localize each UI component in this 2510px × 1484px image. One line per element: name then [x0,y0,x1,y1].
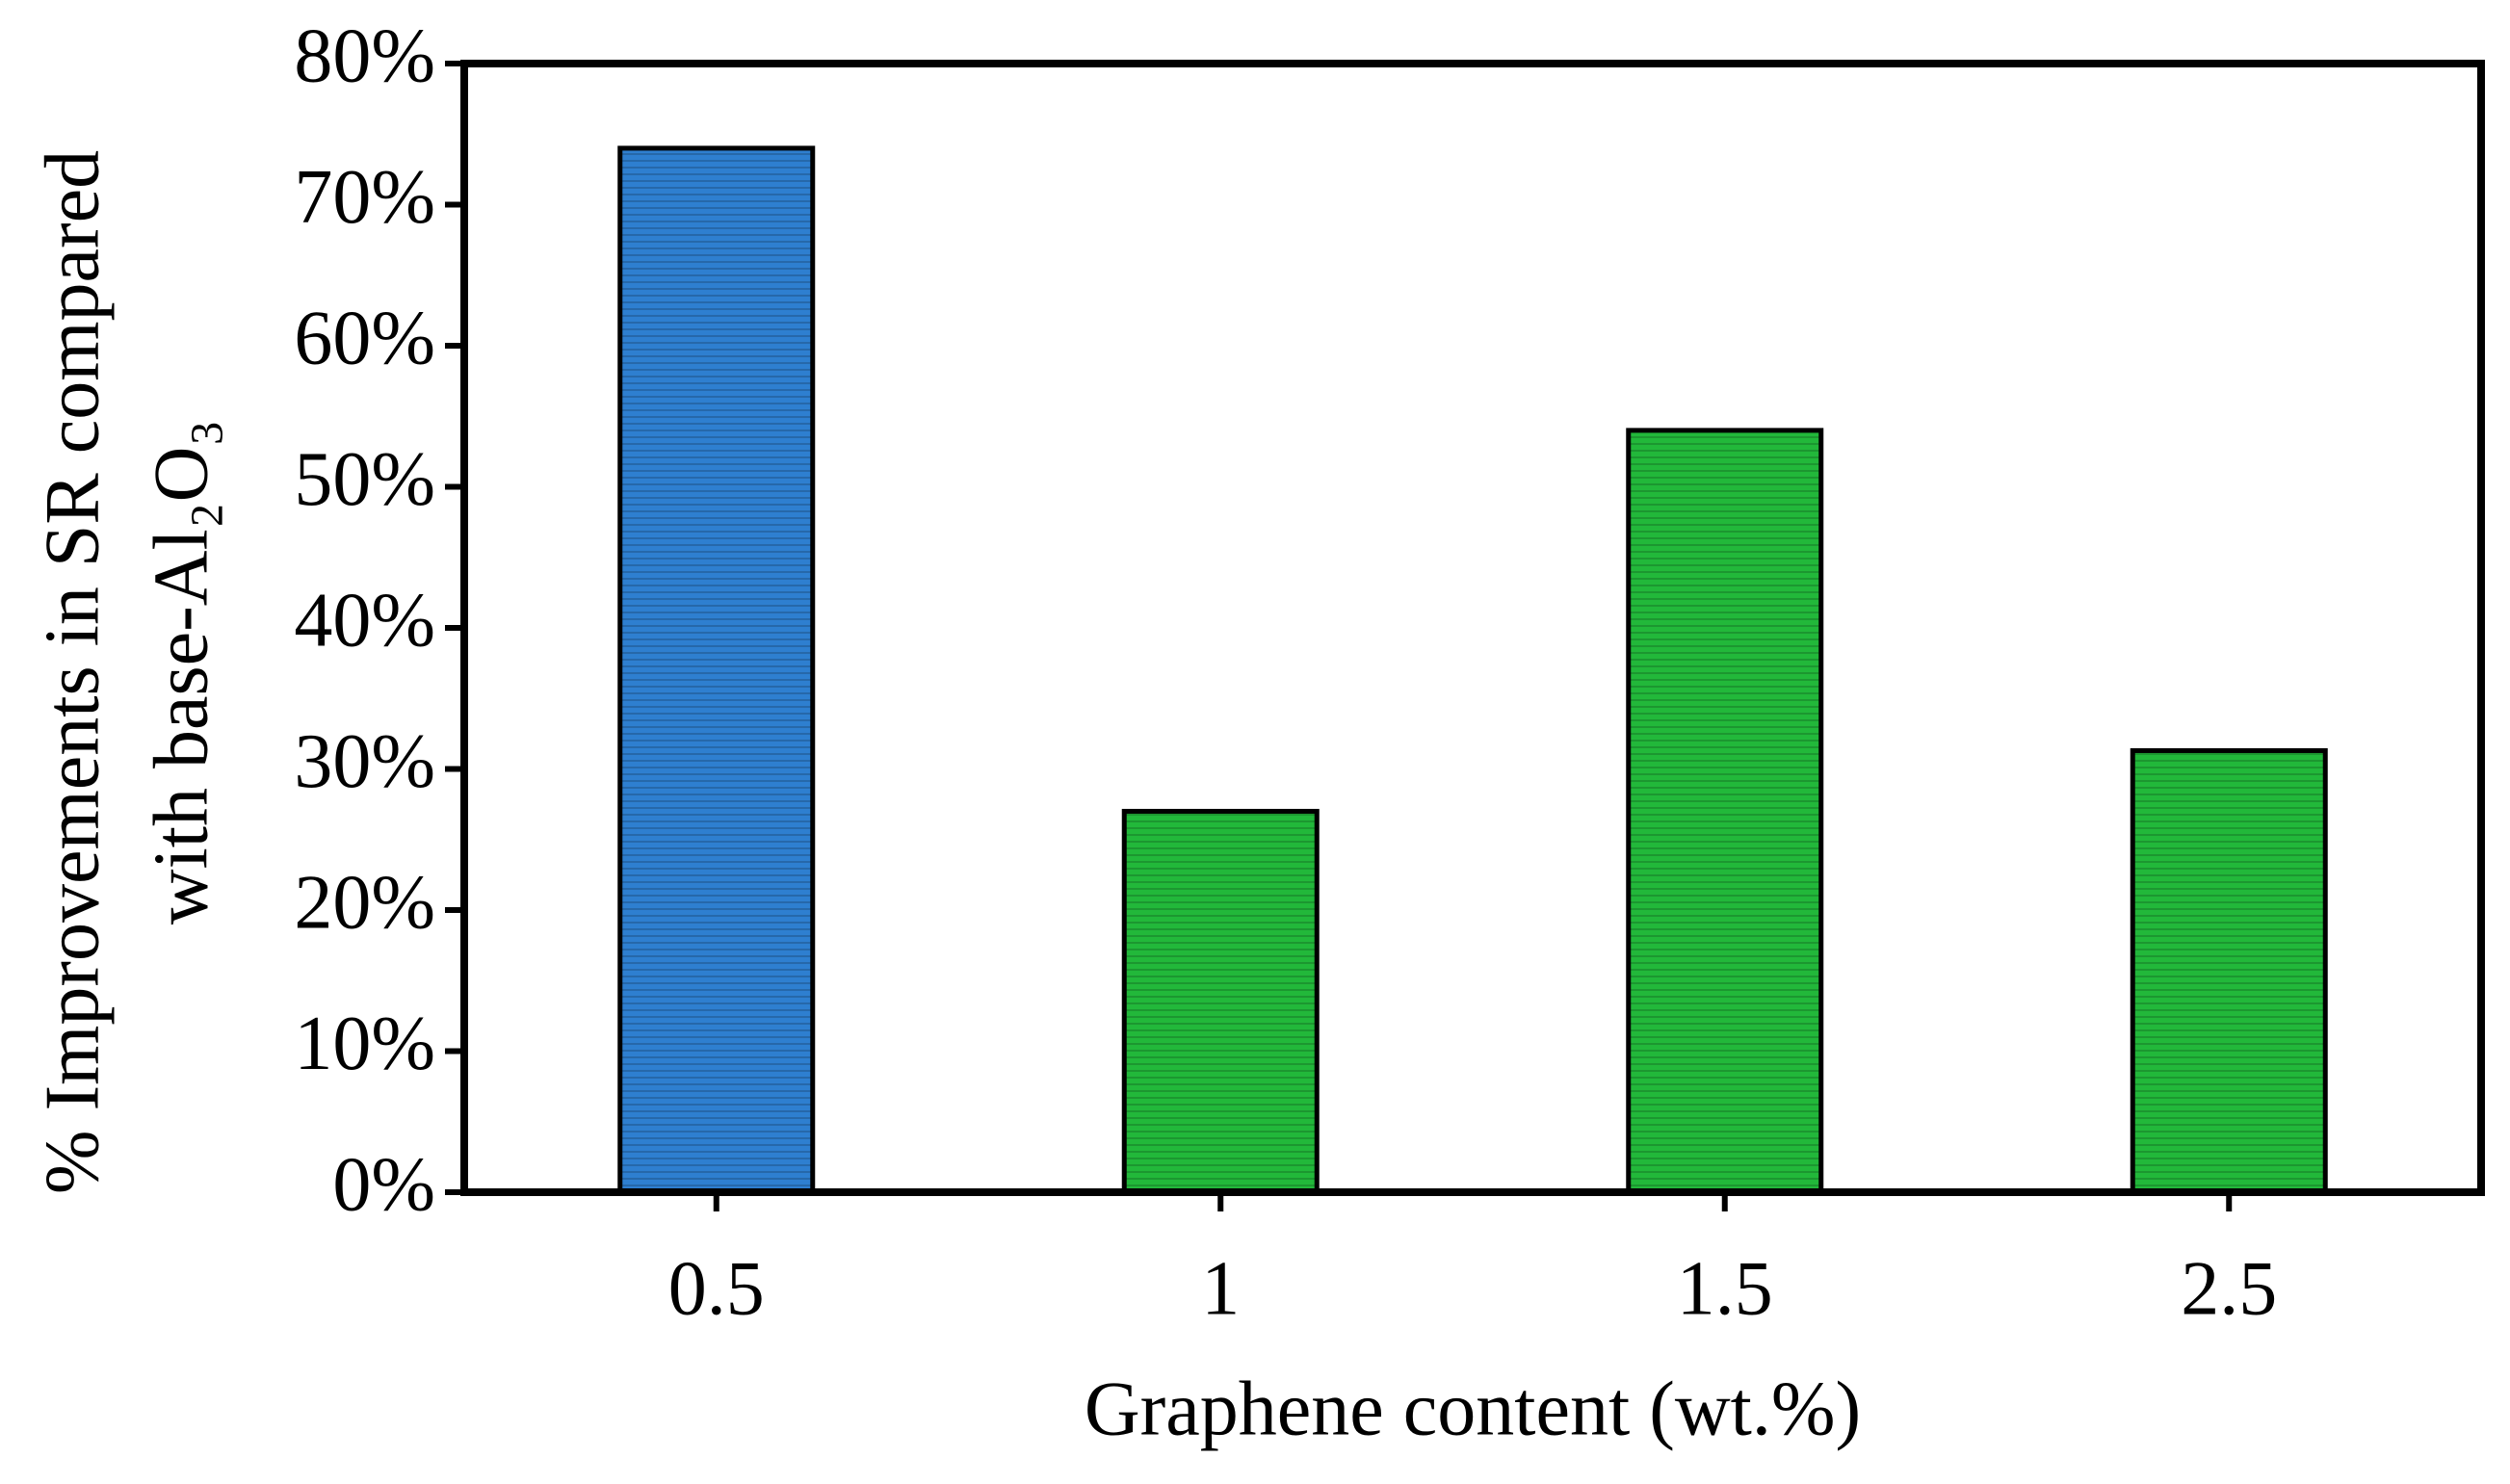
y-tick-label: 70% [294,155,435,240]
y-tick-label: 0% [332,1142,435,1227]
y-tick-label: 60% [294,296,435,380]
y-tick-label: 20% [294,860,435,945]
x-tick-label: 0.5 [668,1246,765,1331]
x-axis-label: Graphene content (wt.%) [1085,1367,1861,1451]
x-tick-label: 2.5 [2181,1246,2277,1331]
y-tick-label: 30% [294,719,435,804]
y-tick-label: 40% [294,578,435,663]
y-tick-label: 80% [294,13,435,98]
bar-texture [1628,430,1821,1192]
bar-texture [2132,750,2326,1192]
y-tick-label: 50% [294,437,435,522]
y-axis-label: with base-Al₂O₃ [139,420,223,925]
y-tick-label: 10% [294,1002,435,1086]
bar-texture [1124,811,1318,1192]
bar-texture [619,147,813,1192]
y-axis-label: % Improvements in SR compared [30,150,115,1194]
x-tick-label: 1 [1201,1246,1240,1331]
plot-frame [460,60,2485,1196]
x-tick-label: 1.5 [1677,1246,1773,1331]
